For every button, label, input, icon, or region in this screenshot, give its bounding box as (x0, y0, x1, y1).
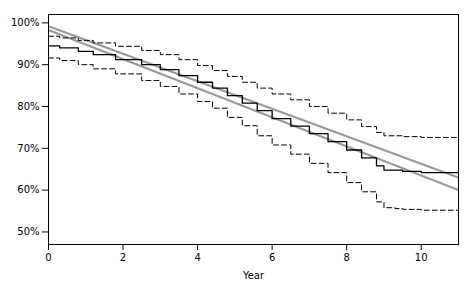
svg-text:Year: Year (242, 270, 265, 281)
svg-text:70%: 70% (17, 143, 39, 154)
svg-text:90%: 90% (17, 59, 39, 70)
svg-text:100%: 100% (11, 17, 40, 28)
svg-text:6: 6 (269, 252, 275, 263)
svg-text:10: 10 (415, 252, 428, 263)
svg-text:0: 0 (45, 252, 51, 263)
svg-text:80%: 80% (17, 101, 39, 112)
svg-text:50%: 50% (17, 226, 39, 237)
svg-text:8: 8 (343, 252, 349, 263)
svg-text:4: 4 (194, 252, 200, 263)
svg-text:2: 2 (120, 252, 126, 263)
svg-text:60%: 60% (17, 184, 39, 195)
